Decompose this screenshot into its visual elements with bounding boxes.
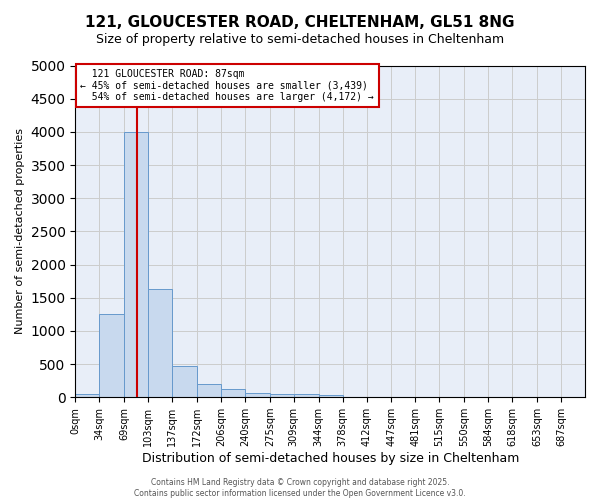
Bar [319, 395, 343, 397]
Y-axis label: Number of semi-detached properties: Number of semi-detached properties [15, 128, 25, 334]
Bar [124, 132, 148, 397]
Bar [221, 389, 245, 397]
Text: 121 GLOUCESTER ROAD: 87sqm
← 45% of semi-detached houses are smaller (3,439)
  5: 121 GLOUCESTER ROAD: 87sqm ← 45% of semi… [80, 69, 374, 102]
Bar [100, 314, 124, 397]
Bar [245, 393, 270, 397]
Text: Contains HM Land Registry data © Crown copyright and database right 2025.
Contai: Contains HM Land Registry data © Crown c… [134, 478, 466, 498]
Text: Size of property relative to semi-detached houses in Cheltenham: Size of property relative to semi-detach… [96, 32, 504, 46]
Bar [197, 384, 221, 397]
Bar [270, 394, 294, 397]
Bar [172, 366, 197, 397]
Bar [76, 394, 100, 397]
X-axis label: Distribution of semi-detached houses by size in Cheltenham: Distribution of semi-detached houses by … [142, 452, 519, 465]
Text: 121, GLOUCESTER ROAD, CHELTENHAM, GL51 8NG: 121, GLOUCESTER ROAD, CHELTENHAM, GL51 8… [85, 15, 515, 30]
Bar [294, 394, 319, 397]
Bar [148, 290, 172, 397]
